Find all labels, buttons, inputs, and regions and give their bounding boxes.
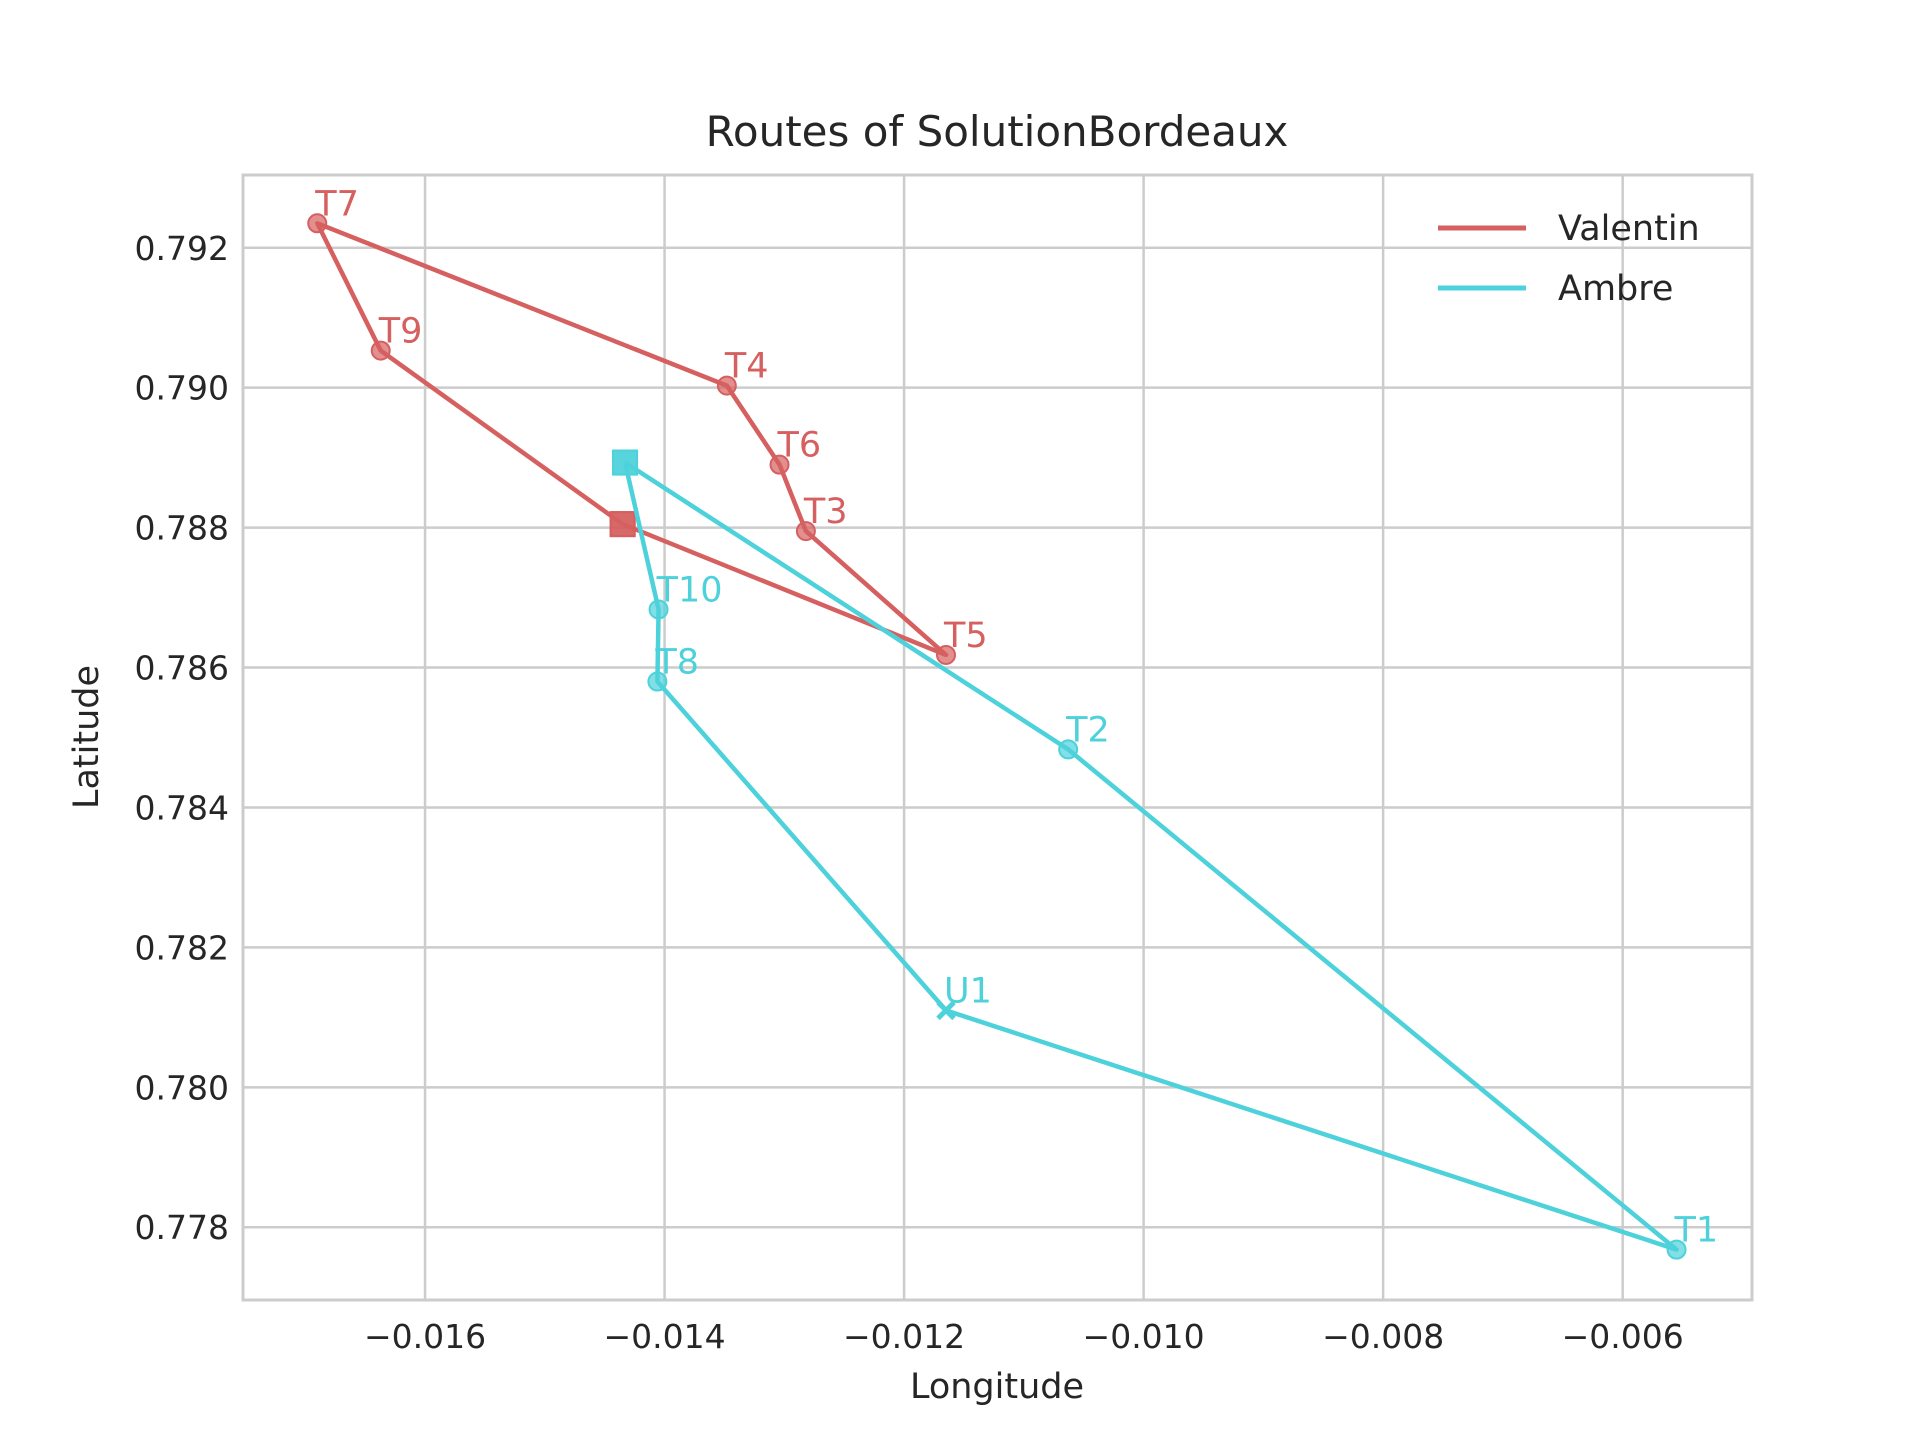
x-marker	[936, 1000, 956, 1021]
x-tick-label: −0.016	[364, 1317, 486, 1356]
stop-label: T5	[943, 616, 988, 656]
stop-label: T7	[314, 184, 359, 224]
series-ambre: T2 T1 U1 T8 T10	[612, 449, 1719, 1260]
y-axis-label: Latitude	[67, 665, 107, 809]
y-tick-label: 0.792	[135, 229, 229, 268]
stop-marker	[1666, 1239, 1687, 1260]
stop-marker	[1058, 739, 1079, 760]
plot-area-frame	[241, 173, 1754, 1302]
stop-marker	[716, 375, 737, 396]
stop-label: T10	[656, 570, 723, 610]
stop-label: T9	[378, 312, 423, 352]
y-tick-labels: 0.778 0.780 0.782 0.784 0.786 0.788 0.790 0.792	[135, 229, 229, 1247]
y-tick-label: 0.788	[135, 509, 229, 548]
stop-marker	[307, 213, 328, 234]
stop-marker	[648, 599, 669, 620]
y-tick-label: 0.778	[135, 1208, 229, 1247]
x-tick-label: −0.012	[843, 1317, 965, 1356]
stop-label: T2	[1065, 710, 1110, 750]
x-axis-label: Longitude	[910, 1367, 1084, 1407]
stop-label: T1	[1674, 1211, 1719, 1251]
stop-marker	[647, 671, 668, 692]
legend: Valentin Ambre	[1438, 209, 1700, 309]
y-tick-label: 0.782	[135, 928, 229, 967]
x-tick-label: −0.006	[1562, 1317, 1684, 1356]
stop-marker	[769, 454, 790, 475]
legend-label: Ambre	[1558, 269, 1673, 309]
stop-label: T3	[803, 492, 848, 532]
y-tick-label: 0.780	[135, 1068, 229, 1107]
x-tick-labels: −0.016 −0.014 −0.012 −0.010 −0.008 −0.006	[364, 1317, 1684, 1356]
x-tick-label: −0.008	[1322, 1317, 1444, 1356]
y-tick-label: 0.790	[135, 369, 229, 408]
stop-label: U1	[944, 971, 992, 1011]
x-tick-label: −0.010	[1083, 1317, 1205, 1356]
stop-marker	[795, 521, 816, 542]
y-tick-label: 0.786	[135, 649, 229, 688]
depot-marker	[609, 511, 636, 538]
stop-label: T8	[654, 643, 699, 683]
stop-marker	[936, 644, 957, 665]
chart-title: Routes of SolutionBordeaux	[706, 107, 1289, 156]
legend-item: Ambre	[1438, 269, 1673, 309]
x-marker-stroke	[936, 1000, 956, 1021]
grid-lines	[243, 175, 1752, 1300]
stop-label: T6	[777, 426, 822, 466]
depot-marker	[612, 449, 639, 476]
y-tick-label: 0.784	[135, 788, 229, 827]
legend-label: Valentin	[1558, 209, 1700, 249]
x-tick-label: −0.014	[603, 1317, 725, 1356]
stop-label: T4	[724, 347, 769, 387]
stop-marker	[370, 340, 391, 361]
legend-item: Valentin	[1438, 209, 1700, 249]
route-line	[315, 221, 949, 658]
